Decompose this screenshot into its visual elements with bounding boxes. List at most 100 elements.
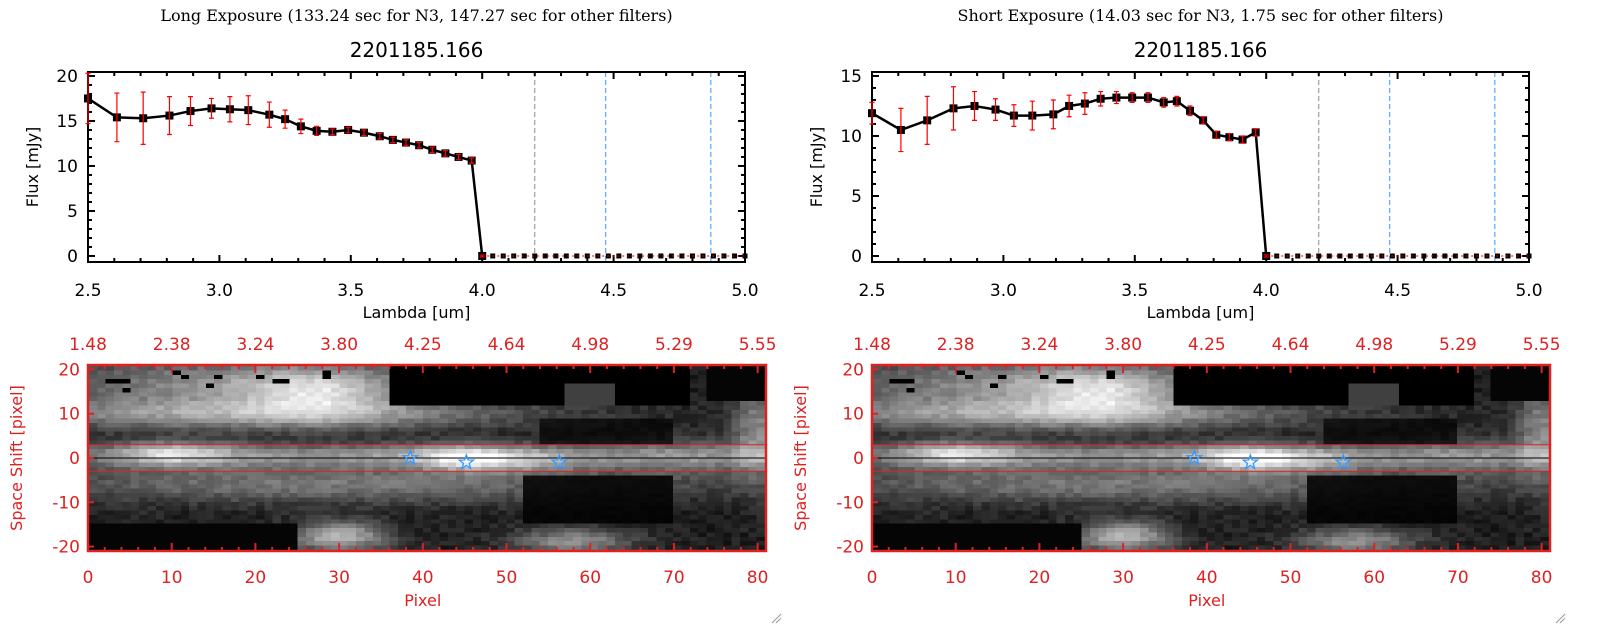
top-axis-tick-label: 5.55 [739,335,777,355]
y-tick-label: 5 [67,202,78,222]
error-bar [1129,92,1135,103]
error-bar [479,254,485,258]
error-bar [166,96,172,136]
y-tick-label: 0 [67,247,78,267]
x-tick-label: 0 [83,568,94,588]
y-tick-label: 0 [69,449,80,469]
top-axis-tick-label: 2.38 [153,335,191,355]
zero-flux-point [1442,253,1448,259]
x-tick-label: 70 [1447,568,1469,588]
y-tick-label: 5 [851,187,862,207]
error-bar [361,129,367,136]
resize-grip-icon[interactable] [770,612,782,624]
error-bar [1011,104,1017,127]
star-marker-icon [401,448,420,466]
top-axis-tick-label: 4.64 [1272,335,1310,355]
zero-flux-point [658,253,664,259]
x-tick-label: 50 [496,568,518,588]
zero-flux-point [1452,253,1458,259]
error-bar [114,92,120,143]
error-bar [245,95,251,126]
x-tick-label: 2.5 [858,281,885,301]
error-bar [416,141,422,149]
top-axis-tick-label: 2.38 [937,335,975,355]
zero-flux-point [574,253,580,259]
zero-flux-point [1515,253,1521,259]
x-axis-label: Lambda [um] [1147,303,1255,322]
zero-flux-point [1337,253,1343,259]
resize-grip-icon[interactable] [1554,612,1566,624]
spectral-image-axes: 0 10 20 30 40 50 60 70 80 20 10 0 -10 -20 1.48 2.38 3.24… [7,335,777,610]
error-bar [1174,95,1180,107]
spectral-image-axes: 0 10 20 30 40 50 60 70 80 20 10 0 -10 -20 1.48 2.38 3.24… [791,335,1561,610]
error-bar [1187,105,1193,117]
error-bar [1029,100,1035,131]
zero-flux-point [637,253,643,259]
zero-flux-point [1347,253,1353,259]
error-bar [1050,99,1056,130]
y-tick-label: 20 [842,360,864,380]
error-bar [329,128,335,136]
panel-long-exposure: Long Exposure (133.24 sec for N3, 147.27… [0,0,790,630]
error-bar [1113,90,1119,105]
error-bar [227,96,233,123]
y-axis-label: Flux [mJy] [23,127,42,208]
error-bar [1200,116,1206,125]
x-tick-label: 10 [945,568,967,588]
error-bar [187,96,193,127]
zero-flux-point [553,253,559,259]
zero-flux-point [1431,253,1437,259]
error-bar [971,90,977,121]
error-bar [377,132,383,140]
zero-flux-point [1463,253,1469,259]
x-tick-label: 3.5 [1121,281,1148,301]
x-axis-label: Pixel [404,591,441,610]
star-marker-icon [1241,452,1260,471]
zero-flux-point [1421,253,1427,259]
zero-flux-point [668,253,674,259]
star-marker-icon [1185,448,1204,466]
x-tick-label: 60 [1363,568,1385,588]
spectrum-plot: 2.5 3.0 3.5 4.0 4.5 5.0 0 5 10 15 Lambda [um] Flux … [807,67,1543,322]
x-tick-label: 80 [1531,568,1553,588]
plot-title: 2201185.166 [349,38,484,62]
error-bar [266,101,272,128]
zero-flux-point [563,253,569,259]
y-tick-label: 10 [842,405,864,425]
error-bar [298,118,304,135]
error-bar [1213,130,1219,139]
star-marker-icon [550,452,569,471]
x-tick-label: 60 [579,568,601,588]
top-axis-tick-label: 3.24 [236,335,274,355]
y-tick-label: 0 [853,449,864,469]
zero-flux-point [679,253,685,259]
y-axis-label: Flux [mJy] [807,127,826,208]
y-tick-label: 10 [840,127,862,147]
error-bar [950,86,956,131]
error-bar [1098,90,1104,107]
error-bar [869,101,875,125]
plot-frame [87,71,746,263]
error-bar [390,136,396,144]
x-tick-label: 3.0 [990,281,1017,301]
x-tick-label: 80 [747,568,769,588]
plot-title: 2201185.166 [1133,38,1268,62]
zero-flux-point [542,253,548,259]
error-bar [993,98,999,121]
error-bar [1253,128,1259,137]
top-axis-tick-label: 3.80 [320,335,358,355]
zero-flux-point [742,253,748,259]
error-bar [442,150,448,157]
top-axis-tick-label: 4.64 [488,335,526,355]
x-tick-label: 30 [328,568,350,588]
top-axis-tick-label: 3.24 [1020,335,1058,355]
error-bar [1263,254,1269,258]
zero-flux-point [532,253,538,259]
x-tick-label: 3.5 [337,281,364,301]
top-axis-tick-label: 4.98 [571,335,609,355]
error-bar [429,146,435,154]
error-bar [403,139,409,146]
error-bar [1161,96,1167,108]
y-axis-label: Space Shift [pixel] [7,385,26,531]
top-axis-tick-label: 1.48 [69,335,107,355]
